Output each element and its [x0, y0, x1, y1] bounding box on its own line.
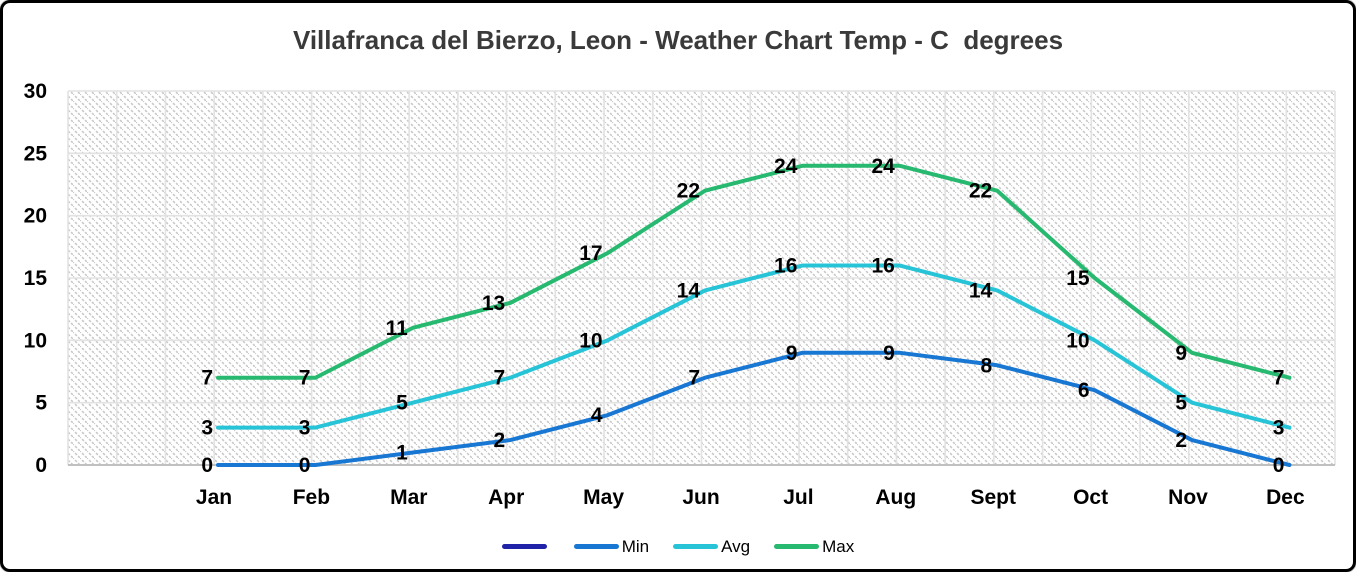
- data-label-max-sept: 22: [969, 180, 992, 203]
- data-label-min-may: 4: [591, 404, 603, 427]
- data-label-avg-oct: 10: [1066, 329, 1089, 352]
- chart-legend: Min Avg Max: [3, 538, 1353, 555]
- x-tick-label-apr: Apr: [488, 486, 524, 509]
- data-label-max-apr: 13: [482, 292, 505, 315]
- x-tick-label-sept: Sept: [970, 486, 1016, 509]
- y-tick-label: 0: [35, 454, 47, 477]
- data-label-max-aug: 24: [871, 155, 895, 178]
- data-label-avg-sept: 14: [969, 279, 993, 302]
- data-label-min-oct: 6: [1078, 379, 1090, 402]
- data-label-min-dec: 0: [1273, 454, 1285, 477]
- data-label-min-sept: 8: [981, 354, 993, 377]
- y-tick-label: 15: [24, 267, 48, 290]
- x-tick-label-dec: Dec: [1266, 486, 1305, 509]
- data-label-avg-mar: 5: [396, 392, 408, 415]
- data-label-avg-apr: 7: [494, 367, 506, 390]
- x-tick-label-mar: Mar: [390, 486, 427, 509]
- legend-swatch-blank: [501, 544, 547, 549]
- data-label-min-nov: 2: [1175, 429, 1187, 452]
- data-label-min-jun: 7: [688, 367, 700, 390]
- data-label-max-oct: 15: [1066, 267, 1090, 290]
- data-label-avg-jun: 14: [677, 279, 701, 302]
- x-tick-label-jul: Jul: [783, 486, 813, 509]
- data-label-max-dec: 7: [1273, 367, 1285, 390]
- legend-item-max[interactable]: Max: [774, 538, 854, 555]
- data-label-avg-jan: 3: [201, 417, 213, 440]
- chart-title: Villafranca del Bierzo, Leon - Weather C…: [292, 25, 1064, 55]
- data-label-avg-aug: 16: [871, 255, 894, 278]
- data-label-min-jul: 9: [786, 342, 798, 365]
- legend-swatch-avg: [673, 544, 719, 549]
- x-tick-label-jun: Jun: [682, 486, 719, 509]
- series-line-avg[interactable]: [216, 263, 1292, 430]
- legend-label: Min: [621, 537, 650, 556]
- legend-swatch-max: [774, 544, 820, 549]
- data-label-max-jul: 24: [774, 155, 798, 178]
- data-label-min-aug: 9: [883, 342, 895, 365]
- data-label-avg-jul: 16: [774, 255, 797, 278]
- legend-item-avg[interactable]: Avg: [673, 538, 750, 555]
- data-label-max-feb: 7: [299, 367, 311, 390]
- y-tick-label: 30: [24, 80, 47, 103]
- x-tick-label-nov: Nov: [1168, 486, 1208, 509]
- x-tick-label-jan: Jan: [196, 486, 232, 509]
- y-tick-label: 25: [24, 142, 48, 165]
- legend-swatch-min: [573, 544, 619, 549]
- data-label-min-feb: 0: [299, 454, 311, 477]
- data-label-max-nov: 9: [1175, 342, 1187, 365]
- y-tick-label: 10: [24, 329, 47, 352]
- x-tick-label-feb: Feb: [293, 486, 330, 509]
- x-tick-label-may: May: [583, 486, 624, 509]
- data-label-max-mar: 11: [386, 317, 409, 340]
- series-lines: [216, 163, 1292, 467]
- y-tick-label: 20: [24, 205, 47, 228]
- data-label-min-jan: 0: [201, 454, 213, 477]
- legend-label: Avg: [721, 537, 751, 556]
- y-tick-label: 5: [35, 392, 47, 415]
- data-label-avg-nov: 5: [1175, 392, 1187, 415]
- data-label-max-jun: 22: [677, 180, 700, 203]
- data-label-max-may: 17: [579, 242, 602, 265]
- legend-item-blank[interactable]: [501, 544, 550, 549]
- x-tick-label-aug: Aug: [875, 486, 916, 509]
- legend-item-min[interactable]: Min: [573, 537, 650, 556]
- data-label-avg-feb: 3: [299, 417, 311, 440]
- legend-label: Max: [822, 537, 855, 556]
- series-line-min[interactable]: [216, 350, 1292, 467]
- x-tick-label-oct: Oct: [1073, 486, 1108, 509]
- data-label-max-jan: 7: [201, 367, 213, 390]
- data-label-min-mar: 1: [396, 442, 408, 465]
- data-label-avg-dec: 3: [1273, 417, 1285, 440]
- data-label-avg-may: 10: [579, 329, 602, 352]
- data-label-min-apr: 2: [494, 429, 506, 452]
- series-line-max[interactable]: [216, 163, 1292, 380]
